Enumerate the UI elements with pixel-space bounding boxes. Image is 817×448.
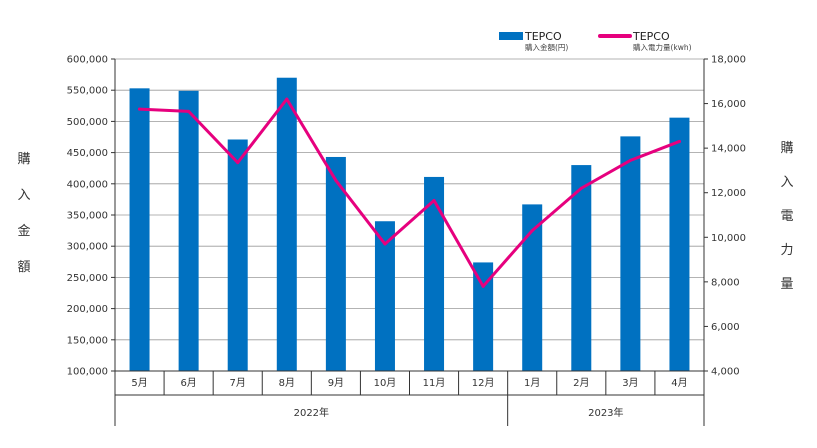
bar-7 bbox=[424, 176, 445, 371]
left-axis-title-char: 購 bbox=[17, 152, 30, 167]
left-tick-label: 400,000 bbox=[67, 179, 108, 190]
category-label: 12月 bbox=[472, 377, 495, 389]
left-tick-label: 200,000 bbox=[67, 304, 108, 315]
bar-5 bbox=[325, 156, 346, 371]
right-tick-label: 14,000 bbox=[711, 144, 746, 155]
line-series bbox=[138, 97, 681, 288]
right-axis-ticks: 4,000 6,000 8,000 10,000 12,000 14,000 16,000 1… bbox=[704, 55, 746, 378]
left-tick-label: 450,000 bbox=[67, 148, 108, 159]
line-point-1 bbox=[138, 107, 142, 111]
right-tick-label: 12,000 bbox=[711, 188, 746, 199]
left-tick-label: 350,000 bbox=[67, 211, 108, 222]
legend-bar-sublabel: 購入金額(円) bbox=[525, 42, 568, 52]
legend-line-sublabel: 購入電力量(kwh) bbox=[633, 42, 692, 52]
category-label: 11月 bbox=[423, 377, 446, 389]
line-point-7 bbox=[432, 199, 436, 203]
gridlines bbox=[115, 58, 704, 372]
legend-bar-label: TEPCO bbox=[524, 30, 562, 43]
bar-1 bbox=[129, 88, 150, 371]
right-axis-title-char: 入 bbox=[780, 175, 793, 190]
right-axis-title-char: 購 bbox=[780, 141, 793, 156]
left-tick-label: 100,000 bbox=[67, 367, 108, 378]
right-tick-label: 4,000 bbox=[711, 367, 740, 378]
left-tick-label: 150,000 bbox=[67, 335, 108, 346]
year-label: 2022年 bbox=[294, 406, 329, 419]
category-label: 2月 bbox=[573, 377, 589, 389]
category-label: 8月 bbox=[279, 377, 295, 389]
left-tick-label: 500,000 bbox=[67, 117, 108, 128]
right-tick-label: 8,000 bbox=[711, 277, 740, 288]
right-tick-label: 6,000 bbox=[711, 322, 740, 333]
left-tick-label: 600,000 bbox=[67, 55, 108, 66]
left-tick-label: 250,000 bbox=[67, 273, 108, 284]
left-axis-ticks: 100,000 150,000 200,000 250,000 300,000 350,0… bbox=[67, 55, 115, 378]
line-point-3 bbox=[236, 161, 240, 165]
bar-3 bbox=[227, 139, 248, 371]
category-label: 7月 bbox=[230, 377, 246, 389]
bar-9 bbox=[522, 204, 543, 371]
right-tick-label: 10,000 bbox=[711, 233, 746, 244]
left-tick-label: 300,000 bbox=[67, 242, 108, 253]
category-label: 3月 bbox=[622, 377, 638, 389]
line-point-5 bbox=[334, 178, 338, 182]
left-axis-title: 購入金額 bbox=[17, 152, 30, 275]
right-axis-title-char: 力 bbox=[780, 243, 793, 258]
right-tick-label: 16,000 bbox=[711, 99, 746, 110]
category-label: 9月 bbox=[328, 377, 344, 389]
bar-11 bbox=[620, 136, 641, 371]
bar-12 bbox=[669, 117, 690, 371]
legend-bar-swatch bbox=[499, 32, 523, 40]
right-axis-title: 購入電力量 bbox=[780, 141, 793, 292]
category-label: 6月 bbox=[180, 377, 196, 389]
bar-6 bbox=[374, 221, 395, 371]
category-label: 1月 bbox=[524, 377, 540, 389]
bar-series bbox=[129, 77, 690, 371]
left-tick-label: 550,000 bbox=[67, 86, 108, 97]
bar-4 bbox=[276, 77, 297, 371]
line-point-10 bbox=[579, 186, 583, 190]
left-axis-title-char: 金 bbox=[17, 223, 30, 239]
category-label: 4月 bbox=[671, 377, 687, 389]
category-label: 5月 bbox=[131, 377, 147, 389]
bar-10 bbox=[571, 165, 592, 371]
legend-line-label: TEPCO bbox=[632, 30, 670, 43]
right-axis-title-char: 電 bbox=[780, 209, 793, 224]
line-point-6 bbox=[383, 242, 387, 246]
year-label: 2023年 bbox=[588, 406, 623, 419]
right-tick-label: 18,000 bbox=[711, 55, 746, 66]
bar-8 bbox=[473, 262, 494, 371]
line-point-12 bbox=[677, 139, 681, 143]
energy-line bbox=[138, 97, 681, 288]
category-label: 10月 bbox=[374, 377, 397, 389]
line-point-2 bbox=[187, 109, 191, 113]
line-point-9 bbox=[530, 229, 534, 233]
category-axis: 5月 6月 7月 8月 9月 10月 11月 12月 1月 2月 3月 4月 2022年 2023年 bbox=[114, 370, 705, 426]
line-point-8 bbox=[481, 284, 485, 288]
right-axis-title-char: 量 bbox=[780, 277, 793, 292]
bar-2 bbox=[178, 90, 199, 371]
left-axis-title-char: 入 bbox=[17, 188, 30, 203]
left-axis-title-char: 額 bbox=[17, 260, 30, 275]
line-point-11 bbox=[628, 158, 632, 162]
line-point-4 bbox=[285, 97, 289, 101]
